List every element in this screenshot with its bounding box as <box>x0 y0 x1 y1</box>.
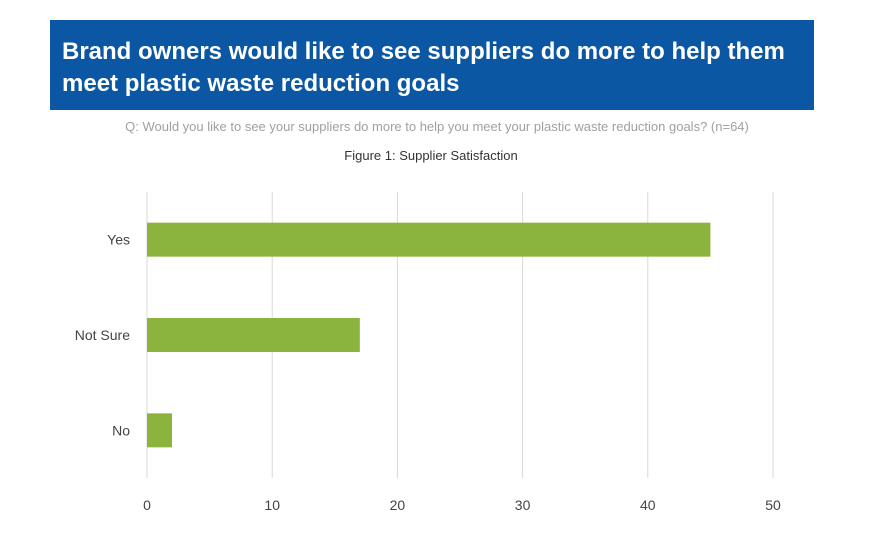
bar <box>147 413 173 448</box>
category-label: Not Sure <box>75 327 130 343</box>
x-tick-label: 20 <box>390 497 406 513</box>
x-tick-label: 40 <box>640 497 656 513</box>
title-banner: Brand owners would like to see suppliers… <box>50 20 814 110</box>
x-tick-label: 0 <box>143 497 151 513</box>
bar <box>147 318 360 352</box>
chart-title: Figure 1: Supplier Satisfaction <box>344 148 518 163</box>
page-title: Brand owners would like to see suppliers… <box>62 38 785 97</box>
x-tick-label: 30 <box>515 497 531 513</box>
bar <box>147 222 711 257</box>
category-label: No <box>112 422 130 438</box>
x-tick-label: 10 <box>264 497 280 513</box>
x-tick-label: 50 <box>765 497 781 513</box>
category-label: Yes <box>107 232 130 248</box>
survey-question: Q: Would you like to see your suppliers … <box>125 119 749 134</box>
